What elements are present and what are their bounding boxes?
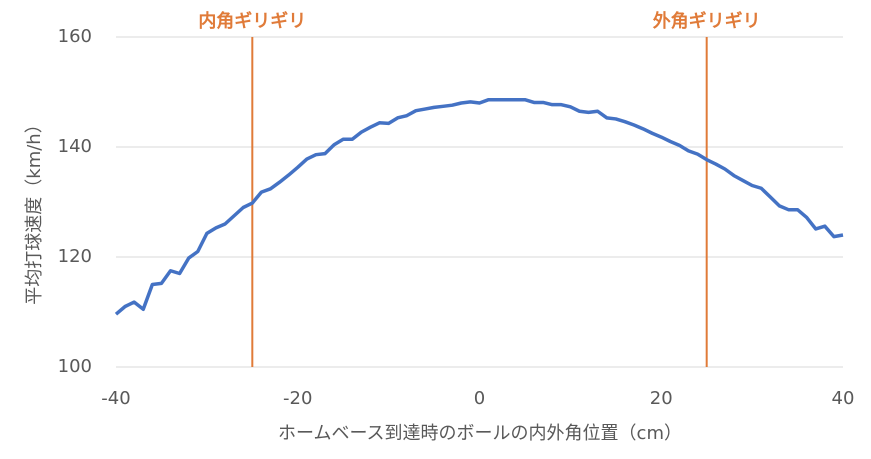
y-tick-label: 120 bbox=[58, 246, 92, 267]
x-tick-label: 0 bbox=[474, 388, 485, 409]
reference-label: 外角ギリギリ bbox=[653, 10, 761, 32]
reference-label: 内角ギリギリ bbox=[198, 10, 306, 32]
x-tick-label: -40 bbox=[101, 388, 130, 409]
data-line bbox=[114, 97, 844, 316]
x-axis-title: ホームベース到達時のボールの内外角位置（cm） bbox=[278, 423, 682, 444]
y-tick-label: 140 bbox=[58, 136, 92, 157]
y-tick-label: 160 bbox=[58, 26, 92, 47]
y-axis-title: 平均打球速度（km/h） bbox=[24, 115, 45, 304]
y-tick-label: 100 bbox=[58, 356, 92, 377]
x-tick-label: 20 bbox=[650, 388, 673, 409]
x-tick-label: 40 bbox=[832, 388, 855, 409]
x-tick-label: -20 bbox=[283, 388, 312, 409]
